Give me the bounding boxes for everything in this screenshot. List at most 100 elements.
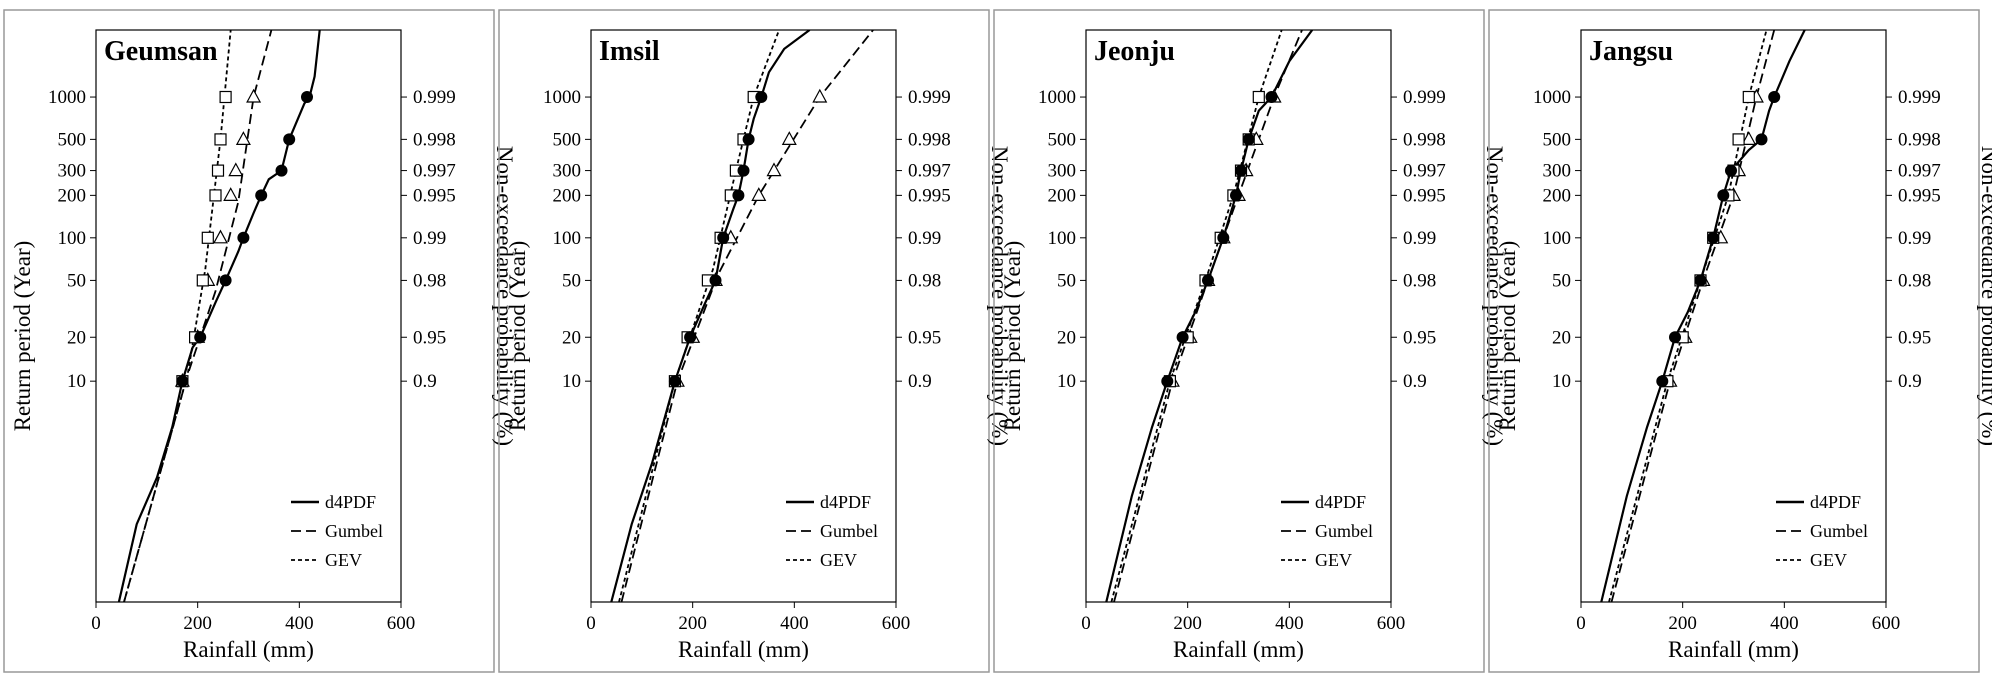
y-left-tick-label: 200	[58, 185, 87, 206]
d4pdf-marker	[742, 133, 755, 146]
y-right-tick-label: 0.95	[1898, 327, 1931, 348]
y-right-tick-label: 0.99	[1403, 228, 1436, 249]
d4pdf-marker	[1242, 133, 1255, 146]
y-right-tick-label: 0.9	[1898, 371, 1922, 392]
x-tick-label: 400	[780, 613, 809, 634]
d4pdf-marker	[709, 274, 722, 287]
gev-marker	[214, 133, 227, 146]
gumbel-marker	[246, 88, 262, 103]
gev-marker	[211, 164, 225, 177]
plot-area	[1580, 29, 1887, 603]
d4pdf-marker	[1235, 164, 1247, 177]
panel-title: Geumsan	[104, 36, 218, 67]
legend-label: GEV	[820, 550, 857, 570]
legend-label: GEV	[1315, 550, 1352, 570]
y2-axis-label: Non-exceedance probability (%)	[1482, 146, 1507, 446]
x-tick-label: 400	[285, 613, 314, 634]
d4pdf-marker	[1230, 189, 1242, 202]
x-tick-label: 600	[387, 613, 416, 634]
y-right-tick-label: 0.99	[1898, 228, 1931, 249]
x-tick-label: 200	[1173, 613, 1202, 634]
y-right-tick-label: 0.995	[1898, 185, 1941, 206]
y-right-tick-label: 0.98	[1403, 270, 1436, 291]
x-axis-label: Rainfall (mm)	[1173, 637, 1304, 662]
panel-title: Imsil	[599, 36, 660, 67]
panel-jangsu: Jangsu 0 200 400 600 10 0.9 20 0.95 50 0.98 100 0.99…	[1488, 9, 1992, 673]
gev-marker	[1252, 90, 1265, 104]
gumbel-curve	[1113, 30, 1303, 602]
y-right-tick-label: 0.998	[1403, 129, 1446, 150]
d4pdf-marker	[1768, 91, 1781, 103]
legend-label: Gumbel	[820, 521, 878, 541]
x-tick-label: 400	[1770, 613, 1799, 634]
y-right-tick-label: 0.998	[908, 129, 951, 150]
y-right-tick-label: 0.998	[1898, 129, 1941, 150]
x-axis-label: Rainfall (mm)	[678, 637, 809, 662]
plot-area	[1085, 29, 1392, 603]
y-left-tick-label: 50	[67, 270, 86, 291]
legend-label: Gumbel	[1810, 521, 1868, 541]
y-right-tick-label: 0.999	[1898, 87, 1941, 108]
y-axis-label: Return period (Year)	[10, 241, 35, 432]
panel-title: Jeonju	[1094, 36, 1175, 67]
y-left-tick-label: 100	[58, 228, 87, 249]
d4pdf-marker	[1707, 231, 1720, 244]
legend-label: d4PDF	[325, 492, 376, 512]
d4pdf-marker	[1202, 274, 1214, 287]
gumbel-marker	[781, 131, 797, 145]
y-left-tick-label: 300	[553, 161, 582, 182]
gev-marker	[209, 189, 222, 202]
y-right-tick-label: 0.9	[908, 371, 932, 392]
gumbel-curve	[1610, 30, 1776, 602]
y2-axis-label: Non-exceedance probability (%)	[1977, 146, 1992, 446]
y-right-tick-label: 0.997	[1898, 161, 1941, 182]
x-tick-label: 600	[882, 613, 911, 634]
y-left-tick-label: 20	[1552, 327, 1571, 348]
d4pdf-marker	[755, 91, 768, 103]
legend-label: d4PDF	[820, 492, 871, 512]
panel-jeonju: Jeonju 0 200 400 600 10 0.9 20 0.95 50 0.98 100 0.99…	[993, 9, 1507, 673]
gev-marker	[219, 90, 232, 104]
d4pdf-marker	[1755, 133, 1768, 146]
plot-area	[95, 29, 402, 603]
series-group	[117, 30, 321, 602]
y-left-tick-label: 500	[1543, 129, 1572, 150]
gev-marker	[1742, 90, 1755, 104]
y-left-tick-label: 300	[1048, 161, 1077, 182]
d4pdf-marker	[237, 231, 250, 244]
panel-imsil: Imsil 0 200 400 600 10 0.9 20 0.95 50 0.98 100 0.99 2…	[498, 9, 1012, 673]
y-left-tick-label: 1000	[543, 87, 581, 108]
gumbel-marker	[812, 88, 828, 103]
panel-frame	[498, 9, 990, 673]
y-right-tick-label: 0.98	[908, 270, 941, 291]
d4pdf-marker	[732, 189, 745, 202]
d4pdf-marker	[219, 274, 232, 287]
gumbel-marker	[235, 131, 251, 145]
legend-label: d4PDF	[1810, 492, 1861, 512]
y-right-tick-label: 0.995	[1403, 185, 1446, 206]
series-group	[1105, 30, 1314, 602]
d4pdf-marker	[1694, 274, 1707, 287]
y-left-tick-label: 20	[1057, 327, 1076, 348]
gumbel-curve	[620, 30, 874, 602]
x-tick-label: 200	[183, 613, 212, 634]
y-left-tick-label: 20	[562, 327, 581, 348]
y-right-tick-label: 0.998	[413, 129, 456, 150]
y-right-tick-label: 0.999	[413, 87, 456, 108]
y-left-tick-label: 10	[1057, 371, 1076, 392]
x-tick-label: 0	[91, 613, 101, 634]
panel-frame	[1488, 9, 1980, 673]
d4pdf-marker	[737, 164, 750, 177]
legend-label: d4PDF	[1315, 492, 1366, 512]
y-right-tick-label: 0.95	[413, 327, 446, 348]
d4pdf-curve	[1105, 30, 1314, 602]
d4pdf-marker	[1656, 375, 1669, 388]
y-right-tick-label: 0.99	[908, 228, 941, 249]
legend-label: GEV	[325, 550, 362, 570]
gev-marker	[196, 274, 209, 287]
d4pdf-marker	[1725, 164, 1737, 177]
d4pdf-marker	[1717, 189, 1730, 202]
y-left-tick-label: 200	[553, 185, 582, 206]
x-axis-label: Rainfall (mm)	[1668, 637, 1799, 662]
